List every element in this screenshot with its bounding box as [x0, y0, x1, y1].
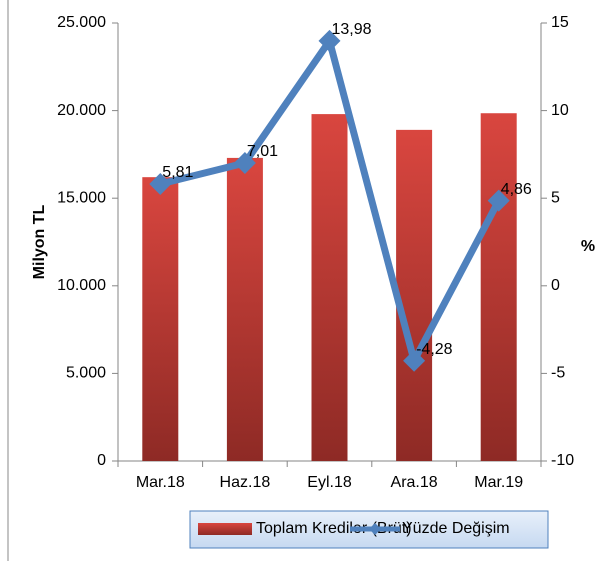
marker	[233, 151, 256, 174]
data-label: 13,98	[332, 21, 372, 38]
marker	[149, 173, 172, 196]
x-tick-label: Mar.19	[474, 474, 523, 491]
x-tick-label: Haz.18	[220, 474, 271, 491]
data-label: 5,81	[162, 164, 193, 181]
y-axis-label: Milyon TL	[31, 204, 48, 279]
y-tick-label: 25.000	[57, 14, 106, 31]
y2-tick-label: 10	[551, 102, 569, 119]
legend-swatch	[198, 523, 252, 535]
y2-tick-label: 5	[551, 189, 560, 206]
y-tick-label: 5.000	[66, 365, 106, 382]
y2-tick-label: -5	[551, 365, 565, 382]
y-tick-label: 0	[97, 452, 106, 469]
data-label: -4,28	[416, 341, 453, 358]
legend-label: Toplam Krediler (Brüt)	[256, 520, 412, 537]
data-label: 7,01	[247, 143, 278, 160]
x-tick-label: Ara.18	[391, 474, 438, 491]
x-tick-label: Mar.18	[136, 474, 185, 491]
y2-tick-label: 15	[551, 14, 569, 31]
y2-axis-label: %	[581, 238, 595, 255]
y2-tick-label: 0	[551, 277, 560, 294]
bar	[311, 114, 348, 461]
legend-marker	[369, 523, 381, 535]
bar	[480, 113, 517, 461]
bar	[226, 157, 263, 462]
y-tick-label: 20.000	[57, 102, 106, 119]
y2-tick-label: -10	[551, 452, 574, 469]
bar	[396, 129, 433, 461]
marker	[318, 29, 341, 52]
marker	[403, 349, 426, 372]
data-label: 4,86	[501, 181, 532, 198]
y-tick-label: 10.000	[57, 277, 106, 294]
marker	[487, 189, 510, 212]
y-tick-label: 15.000	[57, 189, 106, 206]
bar	[142, 177, 179, 461]
legend-label: Yüzde Değişim	[402, 520, 510, 537]
x-tick-label: Eyl.18	[307, 474, 352, 491]
